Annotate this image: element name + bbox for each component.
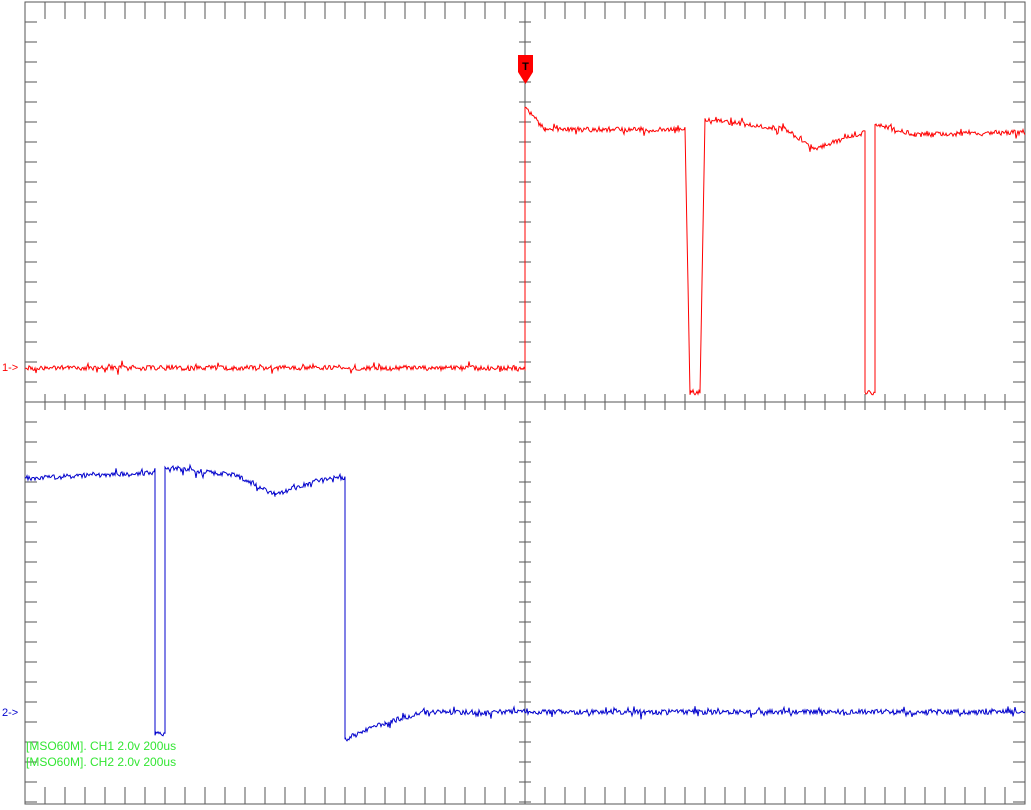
trigger-marker[interactable]: T: [518, 55, 533, 84]
status-line-ch2: [MSO60M]. CH2 2.0v 200us: [26, 755, 177, 769]
ch2-ground-marker[interactable]: 2->: [2, 707, 19, 719]
status-line-ch1: [MSO60M]. CH1 2.0v 200us: [26, 739, 177, 753]
graticule: [24, 1, 1026, 805]
traces: [24, 106, 1026, 742]
ch2-trace: [24, 463, 1026, 742]
ch1-trace: [24, 106, 1026, 396]
ch1-ground-marker[interactable]: 1->: [2, 362, 19, 374]
trigger-label: T: [522, 61, 529, 73]
trigger-flag[interactable]: [518, 55, 533, 84]
